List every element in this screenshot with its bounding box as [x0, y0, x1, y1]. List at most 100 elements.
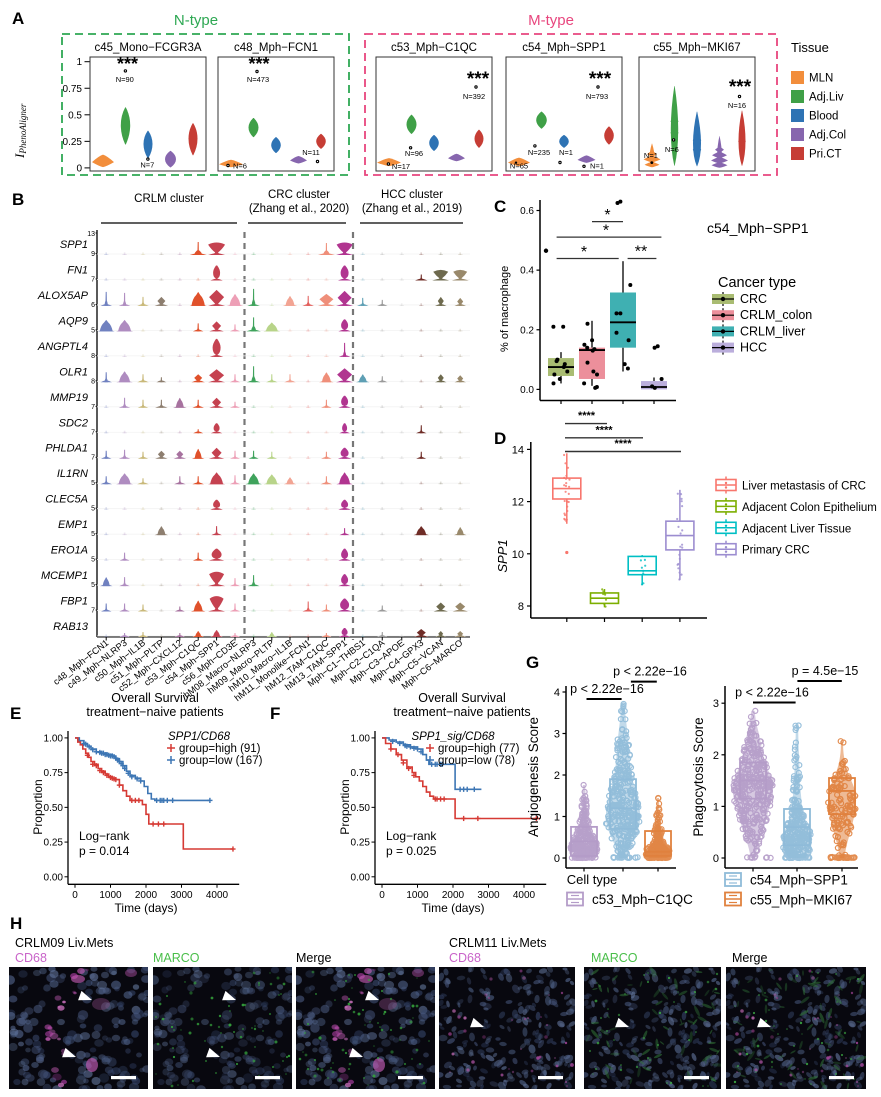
svg-text:MLN: MLN [809, 73, 833, 85]
svg-text:0.75: 0.75 [63, 84, 83, 95]
svg-text:9: 9 [91, 251, 95, 258]
svg-text:Tissue: Tissue [791, 40, 829, 55]
svg-text:CRLM09 Liv.Mets: CRLM09 Liv.Mets [15, 936, 113, 950]
svg-text:Time (days): Time (days) [115, 901, 178, 915]
svg-text:10: 10 [512, 549, 524, 561]
svg-text:1000: 1000 [406, 890, 429, 901]
svg-text:1.00: 1.00 [351, 733, 371, 744]
svg-text:Angiogenesis Score: Angiogenesis Score [526, 717, 541, 837]
svg-text:p < 2.22e−16: p < 2.22e−16 [570, 682, 644, 696]
svg-text:MARCO: MARCO [153, 951, 200, 965]
svg-text:0.25: 0.25 [63, 137, 83, 148]
svg-text:c54_Mph−SPP1: c54_Mph−SPP1 [750, 873, 848, 888]
svg-text:RAB13: RAB13 [53, 621, 89, 633]
svg-text:SPP1/CD68: SPP1/CD68 [168, 731, 231, 743]
svg-text:5: 5 [91, 531, 95, 538]
svg-text:p = 0.014: p = 0.014 [79, 844, 130, 858]
svg-text:group=low (167): group=low (167) [179, 755, 263, 767]
svg-text:0: 0 [76, 163, 82, 174]
svg-text:c48_Mph−FCN1: c48_Mph−FCN1 [234, 42, 318, 54]
svg-text:7: 7 [91, 608, 95, 615]
svg-text:0.4: 0.4 [520, 266, 534, 277]
svg-text:p = 4.5e−15: p = 4.5e−15 [792, 664, 859, 678]
svg-text:SPP1_sig/CD68: SPP1_sig/CD68 [411, 731, 495, 743]
svg-text:5: 5 [91, 557, 95, 564]
svg-text:F: F [270, 704, 280, 723]
svg-text:c53_Mph−C1QC: c53_Mph−C1QC [391, 42, 477, 54]
svg-text:H: H [10, 914, 22, 933]
svg-text:***: *** [729, 77, 752, 98]
svg-text:c55_Mph−MKI67: c55_Mph−MKI67 [653, 42, 740, 54]
svg-text:****: **** [595, 425, 613, 437]
svg-text:Primary CRC: Primary CRC [742, 545, 810, 557]
svg-text:Merge: Merge [296, 951, 331, 965]
svg-text:***: *** [467, 69, 490, 90]
svg-text:N=473: N=473 [247, 75, 269, 84]
svg-text:N=1: N=1 [590, 162, 604, 171]
svg-text:CRC cluster: CRC cluster [268, 189, 330, 201]
svg-text:0.00: 0.00 [44, 872, 64, 883]
svg-text:7: 7 [91, 429, 95, 436]
svg-text:(Zhang et al., 2020): (Zhang et al., 2020) [249, 203, 350, 215]
svg-text:Phagocytosis Score: Phagocytosis Score [691, 717, 706, 836]
svg-text:D: D [494, 429, 506, 448]
svg-text:5: 5 [91, 582, 95, 589]
svg-text:7: 7 [91, 404, 95, 411]
svg-text:N=1: N=1 [559, 148, 573, 157]
svg-text:G: G [526, 653, 539, 672]
svg-text:N=65: N=65 [510, 162, 528, 171]
svg-text:N=6: N=6 [665, 145, 679, 154]
svg-text:8: 8 [91, 378, 95, 385]
svg-text:ALOX5AP: ALOX5AP [37, 290, 89, 302]
svg-text:N=16: N=16 [728, 101, 746, 110]
svg-text:8: 8 [91, 353, 95, 360]
svg-text:****: **** [578, 410, 596, 422]
svg-text:5: 5 [91, 480, 95, 487]
svg-text:5: 5 [91, 327, 95, 334]
svg-text:AQP9: AQP9 [58, 315, 88, 327]
svg-text:A: A [12, 9, 24, 28]
svg-text:c45_Mono−FCGR3A: c45_Mono−FCGR3A [94, 42, 201, 54]
svg-text:p < 2.22e−16: p < 2.22e−16 [613, 665, 687, 679]
svg-text:0: 0 [554, 853, 560, 865]
svg-text:0.75: 0.75 [351, 768, 371, 779]
svg-text:3: 3 [713, 698, 719, 710]
svg-text:4000: 4000 [206, 890, 229, 901]
svg-text:0.25: 0.25 [44, 838, 64, 849]
svg-text:0: 0 [72, 890, 78, 901]
svg-text:IL1RN: IL1RN [57, 468, 88, 480]
svg-text:7: 7 [91, 276, 95, 283]
svg-text:N=6: N=6 [233, 162, 247, 171]
svg-text:group=low (78): group=low (78) [438, 755, 515, 767]
svg-text:CRLM_colon: CRLM_colon [740, 308, 812, 322]
svg-text:1: 1 [554, 812, 560, 824]
svg-text:0.6: 0.6 [520, 206, 534, 217]
svg-text:****: **** [614, 438, 632, 450]
svg-text:c55_Mph−MKI67: c55_Mph−MKI67 [750, 893, 852, 908]
svg-text:0.2: 0.2 [520, 325, 534, 336]
svg-text:Log−rank: Log−rank [79, 829, 130, 843]
svg-text:3: 3 [554, 729, 560, 741]
svg-text:Proportion: Proportion [338, 779, 352, 834]
svg-text:CRC: CRC [740, 292, 767, 306]
svg-text:8: 8 [518, 601, 524, 613]
svg-text:E: E [10, 704, 21, 723]
svg-text:3000: 3000 [477, 890, 500, 901]
svg-text:Merge: Merge [732, 951, 767, 965]
svg-text:Liver metastasis of CRC: Liver metastasis of CRC [742, 481, 866, 493]
svg-text:OLR1: OLR1 [59, 366, 88, 378]
svg-text:HCC: HCC [740, 341, 767, 355]
svg-text:Overall Survival: Overall Survival [111, 691, 199, 705]
svg-text:Proportion: Proportion [31, 779, 45, 834]
svg-text:group=high (91): group=high (91) [179, 743, 261, 755]
svg-text:FN1: FN1 [67, 264, 88, 276]
svg-text:SPP1: SPP1 [495, 539, 510, 572]
svg-text:C: C [494, 197, 506, 216]
svg-text:ANGPTL4: ANGPTL4 [37, 341, 88, 353]
svg-text:N=392: N=392 [463, 92, 485, 101]
svg-text:M-type: M-type [528, 12, 574, 29]
svg-text:0.25: 0.25 [351, 838, 371, 849]
svg-text:6: 6 [91, 302, 95, 309]
svg-text:Cell type: Cell type [567, 872, 618, 887]
svg-text:0.00: 0.00 [351, 872, 371, 883]
